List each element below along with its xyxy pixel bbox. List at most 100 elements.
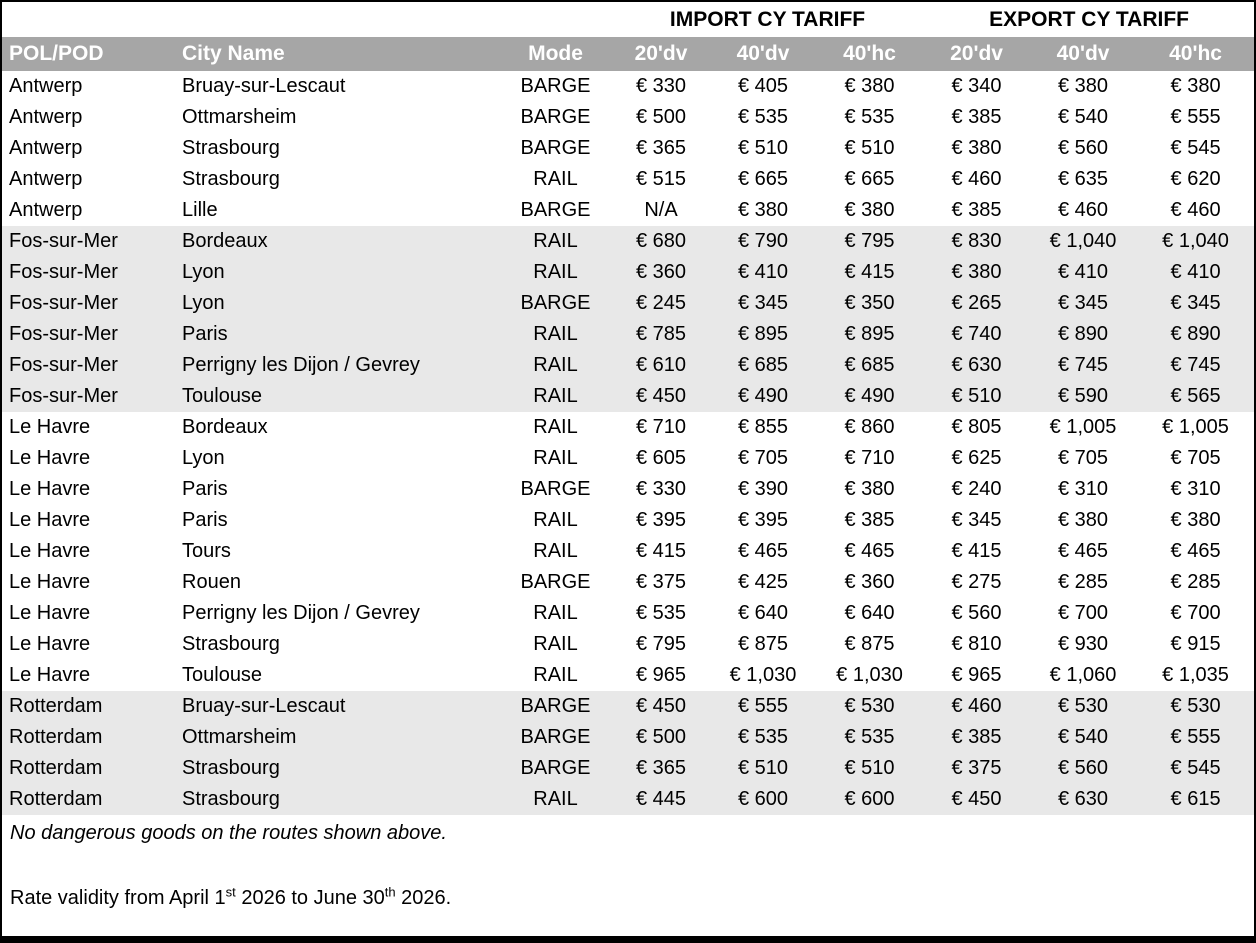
import-40dv-cell: € 380 [737, 199, 789, 221]
import-20dv-cell: € 710 [635, 416, 687, 438]
city-cell: Ottmarsheim [182, 726, 297, 748]
table-row: Le Havre Bordeaux RAIL € 710 € 855 € 860 € 805… [2, 412, 1254, 443]
import-40dv-cell: € 535 [737, 106, 789, 128]
col-header-import-20dv: 20'dv [611, 37, 711, 71]
import-40dv-cell: € 510 [737, 757, 789, 779]
export-40hc-cell: € 460 [1170, 199, 1221, 221]
tariff-table: IMPORT CY TARIFF EXPORT CY TARIFF POL/PO… [2, 2, 1254, 815]
import-20dv-cell: € 450 [635, 695, 687, 717]
export-40dv-cell: € 630 [1058, 788, 1109, 810]
pol-cell: Le Havre [9, 602, 91, 624]
export-40hc-cell: € 465 [1170, 540, 1221, 562]
pol-cell: Fos-sur-Mer [9, 323, 118, 345]
col-header-city-name: City Name [175, 37, 500, 71]
import-section-header: IMPORT CY TARIFF [611, 2, 925, 37]
export-40hc-cell: € 380 [1170, 75, 1221, 97]
col-header-mode: Mode [500, 37, 611, 71]
export-40hc-cell: € 530 [1170, 695, 1221, 717]
mode-cell: RAIL [533, 323, 578, 345]
import-40hc-cell: € 530 [844, 695, 895, 717]
import-20dv-cell: € 245 [635, 292, 687, 314]
city-cell: Tours [182, 540, 231, 562]
table-row: Antwerp Bruay-sur-Lescaut BARGE € 330 € 405 €… [2, 71, 1254, 102]
pol-cell: Le Havre [9, 478, 91, 500]
column-header-row: POL/POD City Name Mode 20'dv 40'dv 40'hc… [2, 37, 1254, 71]
import-20dv-cell: € 330 [635, 75, 687, 97]
import-40dv-cell: € 855 [737, 416, 789, 438]
export-20dv-cell: € 275 [951, 571, 1002, 593]
table-row: Le Havre Perrigny les Dijon / Gevrey RAIL €… [2, 598, 1254, 629]
export-40hc-cell: € 615 [1170, 788, 1221, 810]
pol-cell: Rotterdam [9, 695, 103, 717]
export-40dv-cell: € 890 [1058, 323, 1109, 345]
import-20dv-cell: € 445 [635, 788, 687, 810]
import-40dv-cell: € 405 [737, 75, 789, 97]
export-20dv-cell: € 965 [951, 664, 1002, 686]
city-cell: Strasbourg [182, 137, 280, 159]
export-40hc-cell: € 555 [1170, 726, 1221, 748]
import-40dv-cell: € 685 [737, 354, 789, 376]
table-row: Fos-sur-Mer Toulouse RAIL € 450 € 490 € 490 € … [2, 381, 1254, 412]
import-20dv-cell: € 535 [635, 602, 687, 624]
import-40hc-cell: € 665 [844, 168, 895, 190]
city-cell: Rouen [182, 571, 241, 593]
export-20dv-cell: € 345 [951, 509, 1002, 531]
import-40hc-cell: € 875 [844, 633, 895, 655]
export-40dv-cell: € 460 [1058, 199, 1109, 221]
mode-cell: RAIL [533, 664, 578, 686]
table-row: Rotterdam Bruay-sur-Lescaut BARGE € 450 € 55… [2, 691, 1254, 722]
export-40dv-cell: € 540 [1058, 106, 1109, 128]
city-cell: Perrigny les Dijon / Gevrey [182, 602, 420, 624]
table-row: Fos-sur-Mer Lyon RAIL € 360 € 410 € 415 € 380 €… [2, 257, 1254, 288]
export-40hc-cell: € 310 [1170, 478, 1221, 500]
pol-cell: Fos-sur-Mer [9, 292, 118, 314]
mode-cell: BARGE [520, 75, 591, 97]
export-20dv-cell: € 265 [951, 292, 1002, 314]
mode-cell: RAIL [533, 354, 578, 376]
export-40dv-cell: € 380 [1058, 509, 1109, 531]
pol-cell: Le Havre [9, 571, 91, 593]
dangerous-goods-note: No dangerous goods on the routes shown a… [10, 822, 447, 844]
export-40dv-cell: € 540 [1058, 726, 1109, 748]
table-row: Le Havre Paris BARGE € 330 € 390 € 380 € 240 € … [2, 474, 1254, 505]
pol-cell: Le Havre [9, 416, 91, 438]
pol-cell: Le Havre [9, 540, 91, 562]
export-20dv-cell: € 830 [951, 230, 1002, 252]
export-40dv-cell: € 560 [1058, 137, 1109, 159]
city-cell: Bruay-sur-Lescaut [182, 695, 346, 717]
export-40hc-cell: € 565 [1170, 385, 1221, 407]
import-40hc-cell: € 385 [844, 509, 895, 531]
city-cell: Bruay-sur-Lescaut [182, 75, 346, 97]
export-40hc-cell: € 915 [1170, 633, 1221, 655]
import-40hc-cell: € 710 [844, 447, 895, 469]
export-20dv-cell: € 625 [951, 447, 1002, 469]
export-40dv-cell: € 530 [1058, 695, 1109, 717]
col-header-pol-pod: POL/POD [2, 37, 175, 71]
table-row: Le Havre Lyon RAIL € 605 € 705 € 710 € 625 € 70… [2, 443, 1254, 474]
import-20dv-cell: € 450 [635, 385, 687, 407]
col-header-export-40dv: 40'dv [1029, 37, 1138, 71]
import-40hc-cell: € 1,030 [836, 664, 903, 686]
export-20dv-cell: € 460 [951, 695, 1002, 717]
mode-cell: RAIL [533, 788, 578, 810]
section-header-row: IMPORT CY TARIFF EXPORT CY TARIFF [2, 2, 1254, 37]
import-40hc-cell: € 600 [844, 788, 895, 810]
export-section-header: EXPORT CY TARIFF [924, 2, 1254, 37]
col-header-export-20dv: 20'dv [924, 37, 1030, 71]
mode-cell: BARGE [520, 137, 591, 159]
city-cell: Strasbourg [182, 788, 280, 810]
mode-cell: BARGE [520, 757, 591, 779]
export-40dv-cell: € 410 [1058, 261, 1109, 283]
export-40dv-cell: € 635 [1058, 168, 1109, 190]
mode-cell: BARGE [520, 478, 591, 500]
import-40hc-cell: € 360 [844, 571, 895, 593]
import-40dv-cell: € 1,030 [729, 664, 797, 686]
pol-cell: Le Havre [9, 633, 91, 655]
table-row: Fos-sur-Mer Bordeaux RAIL € 680 € 790 € 795 € … [2, 226, 1254, 257]
export-20dv-cell: € 415 [951, 540, 1002, 562]
import-40dv-cell: € 665 [737, 168, 789, 190]
import-20dv-cell: € 500 [635, 106, 687, 128]
export-20dv-cell: € 380 [951, 137, 1002, 159]
export-20dv-cell: € 740 [951, 323, 1002, 345]
table-row: Antwerp Lille BARGE N/A € 380 € 380 € 385 € 460… [2, 195, 1254, 226]
